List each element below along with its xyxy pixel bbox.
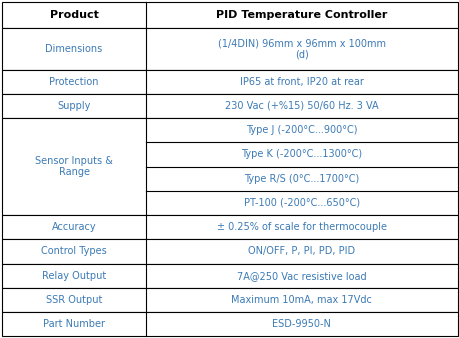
Text: Product: Product [50, 10, 98, 20]
Bar [2, 264, 457, 288]
Text: Relay Output: Relay Output [42, 271, 106, 281]
Bar [2, 288, 457, 312]
Text: IP65 at front, IP20 at rear: IP65 at front, IP20 at rear [239, 77, 363, 87]
Text: Protection: Protection [49, 77, 99, 87]
Text: PID Temperature Controller: PID Temperature Controller [216, 10, 386, 20]
Text: PT-100 (-200°C...650°C): PT-100 (-200°C...650°C) [243, 198, 359, 208]
Bar [2, 2, 457, 28]
Text: Sensor Inputs &
Range: Sensor Inputs & Range [35, 156, 113, 177]
Text: Type R/S (0°C...1700°C): Type R/S (0°C...1700°C) [244, 174, 358, 184]
Bar [2, 239, 457, 264]
Text: Part Number: Part Number [43, 319, 105, 329]
Text: ESD-9950-N: ESD-9950-N [272, 319, 330, 329]
Bar [2, 215, 457, 239]
Bar [2, 118, 457, 215]
Bar [2, 312, 457, 336]
Text: Maximum 10mA, max 17Vdc: Maximum 10mA, max 17Vdc [231, 295, 371, 305]
Bar [2, 94, 457, 118]
Text: 230 Vac (+%15) 50/60 Hz. 3 VA: 230 Vac (+%15) 50/60 Hz. 3 VA [224, 101, 378, 111]
Bar [2, 28, 457, 70]
Text: Type K (-200°C...1300°C): Type K (-200°C...1300°C) [241, 149, 362, 160]
Text: ± 0.25% of scale for thermocouple: ± 0.25% of scale for thermocouple [216, 222, 386, 232]
Text: Supply: Supply [57, 101, 90, 111]
Text: (1/4DIN) 96mm x 96mm x 100mm
(d): (1/4DIN) 96mm x 96mm x 100mm (d) [217, 38, 385, 60]
Text: Accuracy: Accuracy [51, 222, 96, 232]
Text: ON/OFF, P, PI, PD, PID: ON/OFF, P, PI, PD, PID [247, 246, 354, 257]
Bar [2, 70, 457, 94]
Text: Control Types: Control Types [41, 246, 106, 257]
Text: Type J (-200°C...900°C): Type J (-200°C...900°C) [246, 125, 357, 135]
Text: SSR Output: SSR Output [46, 295, 102, 305]
Text: 7A@250 Vac resistive load: 7A@250 Vac resistive load [236, 271, 366, 281]
Text: Dimensions: Dimensions [45, 44, 102, 54]
